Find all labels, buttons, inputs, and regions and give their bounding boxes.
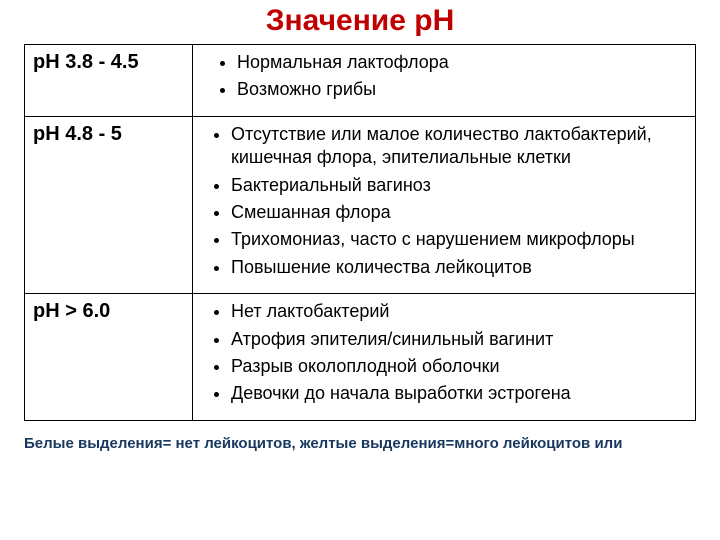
ph-description-cell: Отсутствие или малое количество лактобак… [193,116,696,293]
table-row: pH 4.8 - 5 Отсутствие или малое количеств… [25,116,696,293]
ph-table-body: pH 3.8 - 4.5 Нормальная лактофлора Возможн… [25,45,696,421]
list-item: Разрыв околоплодной оболочки [231,355,687,378]
ph-description-cell: Нет лактобактерий Атрофия эпителия/синиль… [193,294,696,421]
list-item: Атрофия эпителия/синильный вагинит [231,328,687,351]
list-item: Возможно грибы [237,78,687,101]
table-row: pH 3.8 - 4.5 Нормальная лактофлора Возможн… [25,45,696,117]
table-row: pH > 6.0 Нет лактобактерий Атрофия эпители… [25,294,696,421]
list-item: Нормальная лактофлора [237,51,687,74]
ph-table: pH 3.8 - 4.5 Нормальная лактофлора Возможн… [24,44,696,421]
ph-description-cell: Нормальная лактофлора Возможно грибы [193,45,696,117]
list-item: Трихомониаз, часто с нарушением микрофло… [231,228,687,251]
list-item: Бактериальный вагиноз [231,174,687,197]
ph-range-cell: pH 4.8 - 5 [25,116,193,293]
list-item: Девочки до начала выработки эстрогена [231,382,687,405]
ph-range-cell: pH 3.8 - 4.5 [25,45,193,117]
page-title: Значение рН [0,0,720,44]
description-list: Нет лактобактерий Атрофия эпителия/синиль… [201,300,687,406]
description-list: Отсутствие или малое количество лактобак… [201,123,687,279]
description-list: Нормальная лактофлора Возможно грибы [201,51,687,102]
list-item: Отсутствие или малое количество лактобак… [231,123,687,170]
footer-note: Белые выделения= нет лейкоцитов, желтые … [0,421,720,452]
ph-range-cell: pH > 6.0 [25,294,193,421]
list-item: Повышение количества лейкоцитов [231,256,687,279]
list-item: Нет лактобактерий [231,300,687,323]
list-item: Смешанная флора [231,201,687,224]
